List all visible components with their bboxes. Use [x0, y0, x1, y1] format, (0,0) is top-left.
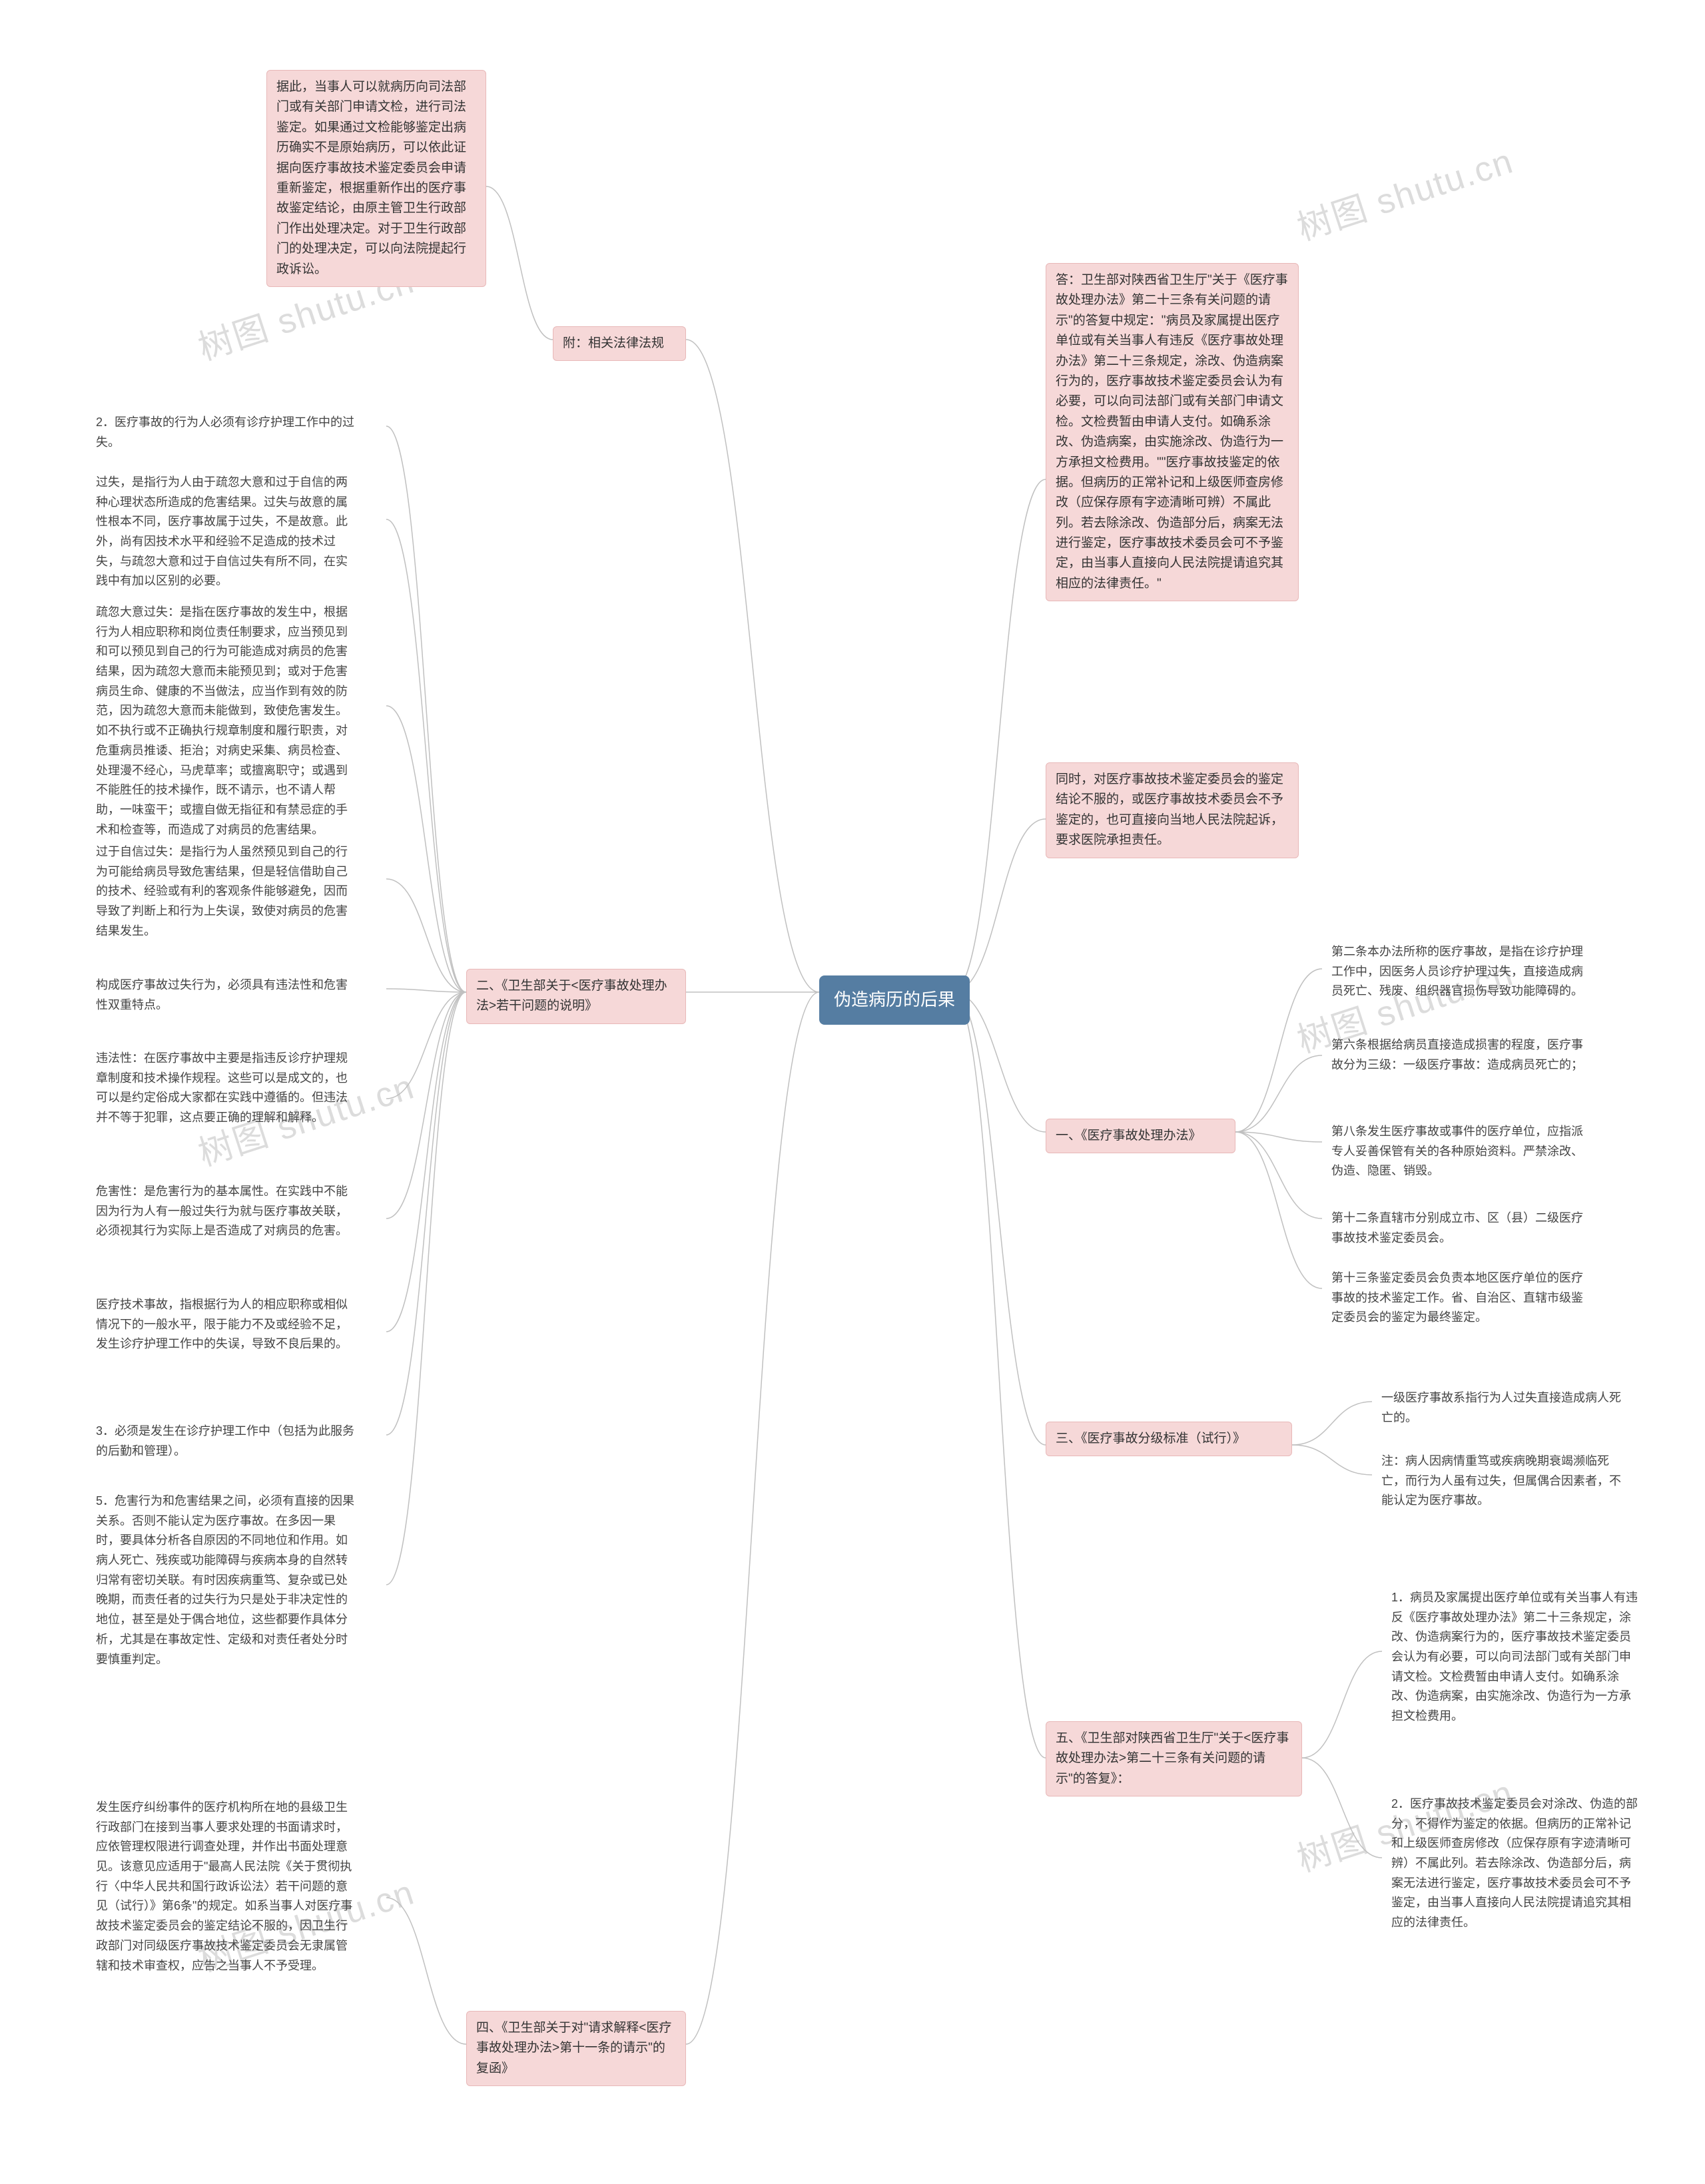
section2-child-0: 2．医疗事故的行为人必须有诊疗护理工作中的过失。 — [87, 406, 366, 459]
section2-child-6: 危害性：是危害行为的基本属性。在实践中不能因为行为人有一般过失行为就与医疗事故关… — [87, 1175, 366, 1248]
right-node-section5: 五、《卫生部对陕西省卫生厅"关于<医疗事故处理办法>第二十三条有关问题的请示"的… — [1046, 1721, 1302, 1796]
section1-child-3: 第十二条直辖市分别成立市、区（县）二级医疗事故技术鉴定委员会。 — [1322, 1202, 1602, 1254]
section2-child-4: 构成医疗事故过失行为，必须具有违法性和危害性双重特点。 — [87, 969, 366, 1021]
center-node: 伪造病历的后果 — [819, 975, 970, 1025]
section1-child-2: 第八条发生医疗事故或事件的医疗单位，应指派专人妥善保管有关的各种原始资料。严禁涂… — [1322, 1115, 1602, 1188]
section2-child-5: 违法性：在医疗事故中主要是指违反诊疗护理规章制度和技术操作规程。这些可以是成文的… — [87, 1042, 366, 1135]
left-appendix-extra: 据此，当事人可以就病历向司法部门或有关部门申请文检，进行司法鉴定。如果通过文检能… — [266, 70, 486, 287]
section2-child-3: 过于自信过失：是指行为人虽然预见到自己的行为可能给病员导致危害结果，但是轻信借助… — [87, 836, 366, 948]
section5-child-1: 2．医疗事故技术鉴定委员会对涂改、伪造的部分，不得作为鉴定的依据。但病历的正常补… — [1382, 1788, 1648, 1940]
left-node-section4: 四、《卫生部关于对"请求解释<医疗事故处理办法>第十一条的请示"的复函》 — [466, 2011, 686, 2086]
section3-child-1: 注：病人因病情重笃或疾病晚期衰竭濒临死亡，而行为人虽有过失，但属偶合因素者，不能… — [1372, 1445, 1638, 1517]
right-node-answer: 答：卫生部对陕西省卫生厅"关于《医疗事故处理办法》第二十三条有关问题的请示"的答… — [1046, 263, 1299, 601]
left-node-appendix: 附：相关法律法规 — [553, 326, 686, 361]
section1-child-4: 第十三条鉴定委员会负责本地区医疗单位的医疗事故的技术鉴定工作。省、自治区、直辖市… — [1322, 1262, 1602, 1334]
section3-child-0: 一级医疗事故系指行为人过失直接造成病人死亡的。 — [1372, 1382, 1638, 1434]
section5-child-0: 1．病员及家属提出医疗单位或有关当事人有违反《医疗事故处理办法》第二十三条规定，… — [1382, 1581, 1648, 1733]
section4-extra: 发生医疗纠纷事件的医疗机构所在地的县级卫生行政部门在接到当事人要求处理的书面请求… — [87, 1791, 366, 1982]
left-node-section2: 二、《卫生部关于<医疗事故处理办法>若干问题的说明》 — [466, 969, 686, 1024]
watermark: 树图 shutu.cn — [1290, 133, 1519, 250]
section2-child-1: 过失，是指行为人由于疏忽大意和过于自信的两种心理状态所造成的危害结果。过失与故意… — [87, 466, 366, 598]
section1-child-0: 第二条本办法所称的医疗事故，是指在诊疗护理工作中，因医务人员诊疗护理过失，直接造… — [1322, 936, 1602, 1008]
right-node-meanwhile: 同时，对医疗事故技术鉴定委员会的鉴定结论不服的，或医疗事故技术委员会不予鉴定的，… — [1046, 762, 1299, 858]
right-node-section1: 一、《医疗事故处理办法》 — [1046, 1119, 1235, 1153]
section2-child-2: 疏忽大意过失：是指在医疗事故的发生中，根据行为人相应职称和岗位责任制要求，应当预… — [87, 596, 366, 846]
section1-child-1: 第六条根据给病员直接造成损害的程度，医疗事故分为三级：一级医疗事故：造成病员死亡… — [1322, 1029, 1602, 1081]
section2-child-7: 医疗技术事故，指根据行为人的相应职称或相似情况下的一般水平，限于能力不及或经验不… — [87, 1288, 366, 1361]
section2-child-8: 3．必须是发生在诊疗护理工作中（包括为此服务的后勤和管理）。 — [87, 1415, 366, 1468]
section2-child-9: 5．危害行为和危害结果之间，必须有直接的因果关系。否则不能认定为医疗事故。在多因… — [87, 1485, 366, 1676]
right-node-section3: 三、《医疗事故分级标准（试行）》 — [1046, 1422, 1292, 1456]
